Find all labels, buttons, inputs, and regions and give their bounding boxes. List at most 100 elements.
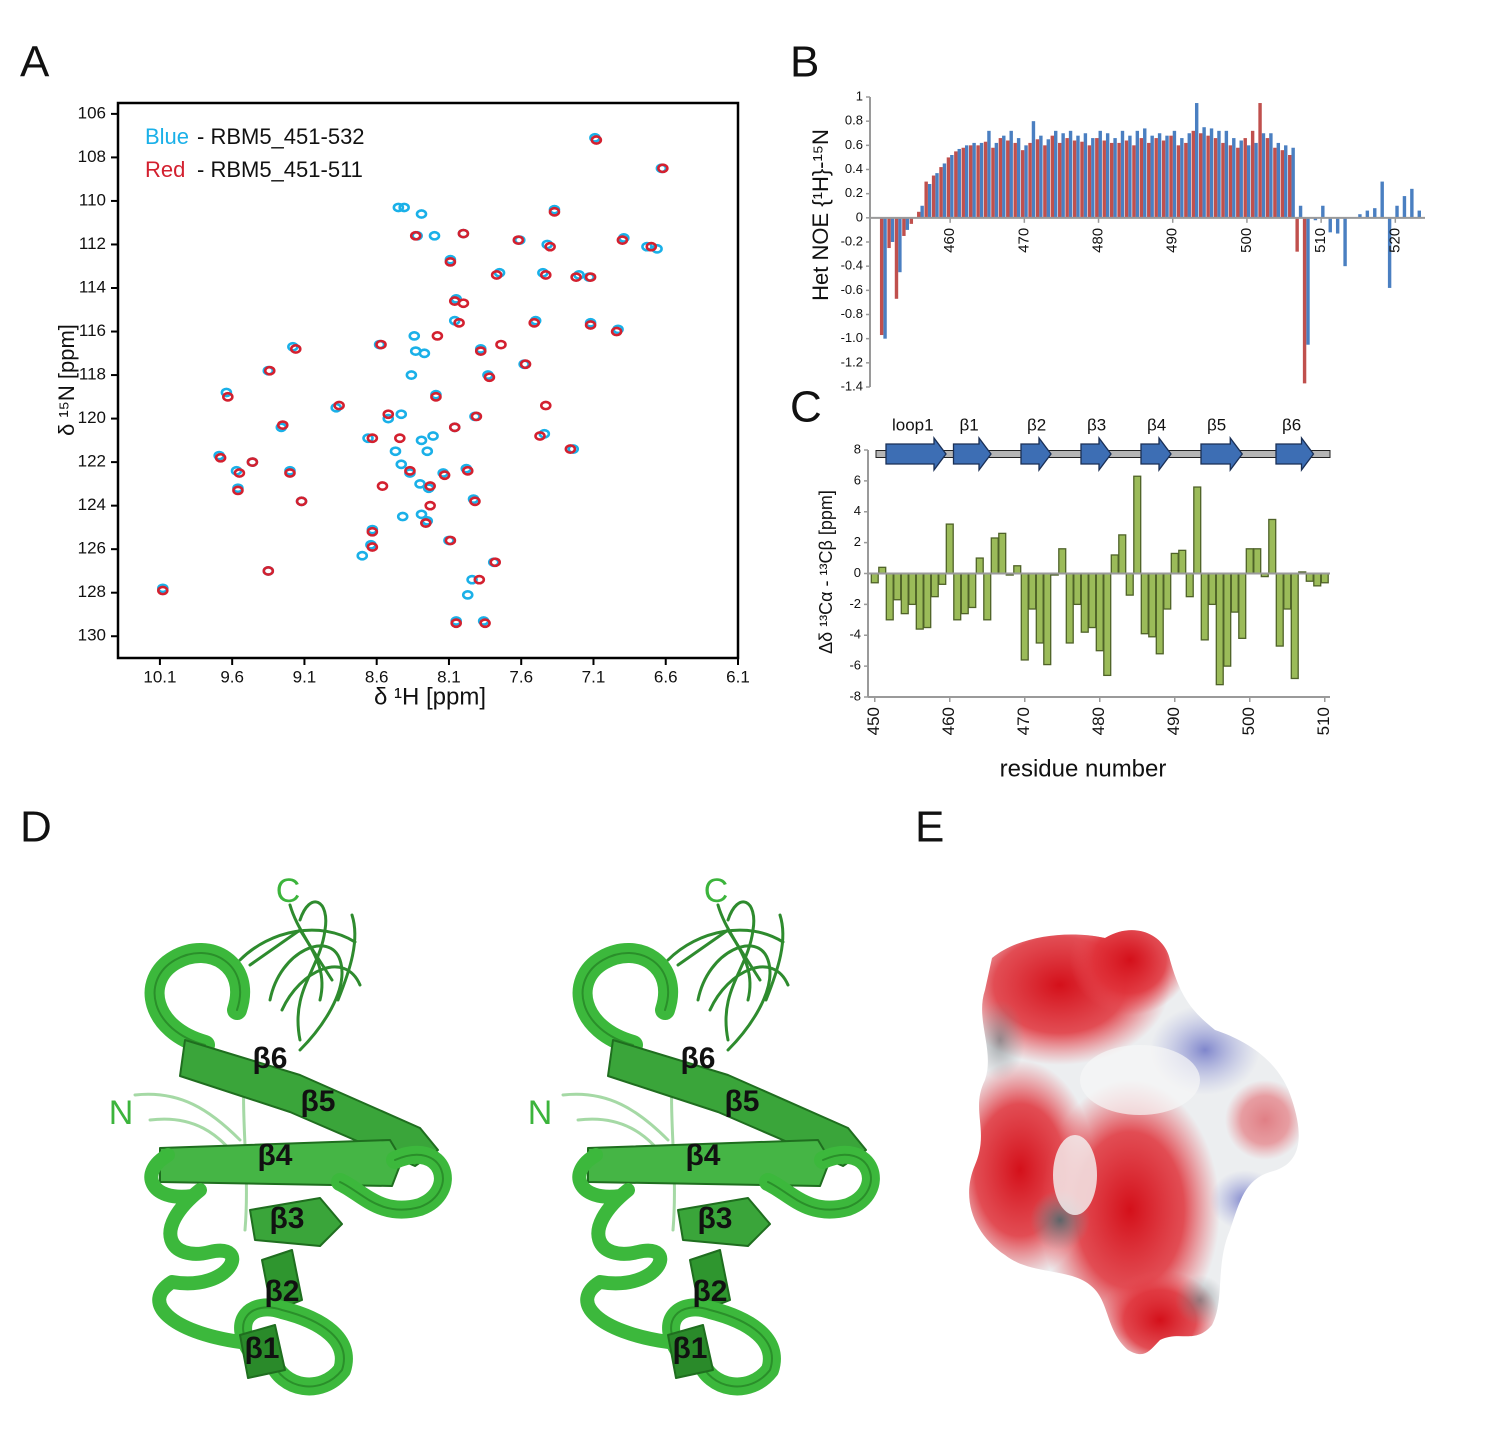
peak — [584, 272, 597, 283]
x-tick-label: 6.1 — [726, 667, 750, 686]
bar — [1387, 217, 1392, 288]
peak — [616, 235, 629, 246]
legend-name: Red — [145, 157, 185, 182]
bar — [1268, 518, 1277, 575]
x-tick-label: 8.1 — [437, 667, 461, 686]
peak — [232, 485, 244, 496]
bar — [968, 145, 973, 218]
ss-arrow — [1275, 436, 1315, 472]
peak — [366, 542, 379, 552]
peak — [424, 481, 436, 491]
bar — [1291, 147, 1295, 218]
bar — [1221, 142, 1225, 218]
bar — [1321, 205, 1325, 218]
peak — [427, 431, 439, 441]
bar — [1250, 130, 1255, 218]
bar — [950, 155, 954, 218]
bar — [1276, 142, 1281, 218]
bar — [1169, 135, 1173, 218]
bar — [1302, 217, 1307, 384]
y-axis-label: δ ¹⁵N [ppm] — [54, 324, 79, 436]
bar — [1020, 572, 1029, 661]
peak — [534, 431, 546, 441]
bar — [1184, 142, 1188, 218]
bar — [909, 217, 914, 224]
peak — [570, 272, 582, 283]
bar — [1269, 133, 1273, 218]
peak — [157, 585, 169, 596]
bar — [1343, 217, 1347, 267]
peak — [382, 409, 395, 420]
bar — [1217, 130, 1221, 218]
bar — [979, 142, 984, 218]
bar — [1143, 128, 1147, 218]
peak — [461, 589, 474, 600]
bar — [1358, 214, 1362, 218]
bar — [1028, 572, 1037, 610]
x-tick-label: 480 — [1089, 707, 1108, 735]
panel-label: E — [915, 803, 944, 852]
bar — [1120, 130, 1125, 218]
y-tick-label: 6 — [854, 472, 861, 487]
bar — [1290, 572, 1299, 680]
ss-label: β1 — [960, 415, 979, 434]
bar — [1043, 145, 1047, 218]
bar — [885, 572, 894, 621]
peak — [415, 209, 428, 219]
peak — [512, 235, 525, 246]
bar — [1209, 128, 1214, 218]
y-tick-label: 118 — [79, 365, 106, 384]
peak — [404, 465, 416, 476]
peak — [395, 459, 408, 470]
y-axis-label: Δδ ¹³Cα - ¹³Cβ [ppm] — [816, 490, 836, 654]
bar — [1215, 572, 1224, 686]
bar — [1147, 142, 1151, 218]
peak — [657, 163, 669, 174]
bar — [1161, 140, 1166, 218]
y-tick-label: 108 — [78, 147, 106, 166]
y-tick-label: 0 — [854, 565, 861, 580]
bar — [946, 157, 951, 218]
peak — [389, 446, 402, 457]
bar — [972, 142, 976, 218]
bar — [983, 572, 992, 621]
bar — [1402, 196, 1407, 218]
bar — [1228, 145, 1233, 218]
bar — [927, 184, 932, 218]
x-tick-label: 510 — [1314, 707, 1333, 735]
y-tick-label: 1 — [856, 88, 863, 103]
bar — [1306, 217, 1310, 345]
bar — [1013, 142, 1017, 218]
bar — [945, 523, 954, 575]
peak — [362, 433, 374, 444]
y-tick-label: -6 — [849, 658, 861, 673]
bar — [960, 572, 969, 615]
peak — [424, 500, 436, 511]
terminus-label: N — [109, 1094, 134, 1132]
bar — [975, 557, 984, 575]
bar — [1313, 572, 1322, 587]
y-tick-label: 112 — [79, 234, 106, 253]
bar — [1128, 135, 1132, 218]
peak — [421, 446, 434, 457]
peak — [420, 518, 432, 528]
peak — [469, 496, 481, 507]
bar — [1180, 138, 1184, 218]
peak — [409, 230, 422, 241]
bar — [1172, 130, 1177, 218]
bar — [930, 572, 939, 598]
peak — [473, 574, 486, 585]
bar — [1098, 130, 1102, 218]
x-tick-label: 8.6 — [365, 667, 389, 686]
peak — [641, 241, 653, 252]
bar — [894, 217, 899, 299]
bar — [1373, 208, 1377, 218]
peak — [418, 348, 431, 359]
bar — [983, 141, 988, 218]
bar — [1002, 135, 1006, 218]
peak — [474, 346, 487, 357]
y-tick-label: 122 — [78, 452, 106, 471]
bar — [1170, 552, 1179, 575]
bar — [890, 217, 895, 242]
bar — [1046, 139, 1051, 218]
